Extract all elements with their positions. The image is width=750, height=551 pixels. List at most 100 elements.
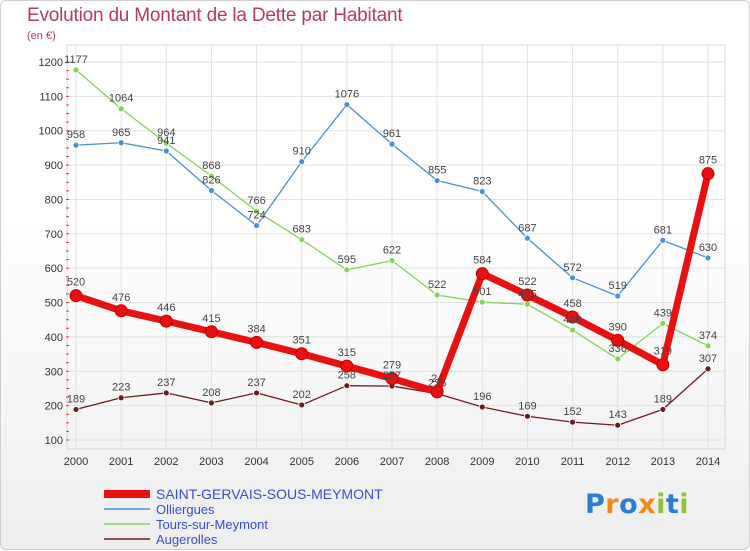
data-label: 687 xyxy=(518,222,536,234)
data-point xyxy=(162,139,170,147)
proxiti-logo: Proxiti xyxy=(585,489,689,520)
x-tick-label: 2011 xyxy=(561,456,585,468)
chart-title: Evolution du Montant de la Dette par Hab… xyxy=(27,5,403,26)
data-point xyxy=(524,412,531,420)
data-point xyxy=(388,140,396,148)
x-tick-label: 2012 xyxy=(605,456,629,468)
data-label: 374 xyxy=(699,330,717,342)
data-label: 24 xyxy=(431,373,443,385)
data-point xyxy=(520,288,534,302)
data-label: 855 xyxy=(428,165,446,177)
data-label: 595 xyxy=(338,254,356,266)
logo-letter: P xyxy=(585,489,606,520)
data-label: 351 xyxy=(293,335,311,347)
data-label: 237 xyxy=(157,377,175,389)
data-label: 237 xyxy=(247,377,265,389)
x-tick-label: 2004 xyxy=(244,456,268,468)
x-tick-label: 2014 xyxy=(696,456,720,468)
data-label: 519 xyxy=(609,280,627,292)
data-label: 964 xyxy=(157,127,175,139)
y-tick-label: 200 xyxy=(45,401,63,413)
data-point xyxy=(704,365,712,373)
logo-letter: i xyxy=(679,489,690,520)
data-label: 257 xyxy=(383,370,401,382)
data-point xyxy=(117,394,125,402)
data-label: 683 xyxy=(293,224,311,236)
data-point xyxy=(569,326,576,334)
x-tick-label: 2007 xyxy=(380,456,404,468)
data-point xyxy=(614,355,622,363)
data-label: 495 xyxy=(518,288,536,300)
y-tick-label: 600 xyxy=(45,263,63,275)
data-label: 319 xyxy=(654,346,672,358)
data-point xyxy=(569,274,576,282)
data-label: 384 xyxy=(247,323,265,335)
y-tick-label: 700 xyxy=(45,229,63,241)
x-tick-label: 2002 xyxy=(154,456,178,468)
data-point xyxy=(343,382,351,390)
data-label: 823 xyxy=(473,176,491,188)
data-point xyxy=(656,358,670,372)
logo-letter: o xyxy=(619,489,639,520)
data-label: 868 xyxy=(202,160,220,172)
data-point xyxy=(614,292,622,300)
data-point xyxy=(114,304,128,318)
data-point xyxy=(250,335,264,349)
data-label: 724 xyxy=(247,210,265,222)
data-label: 458 xyxy=(563,298,581,310)
data-point xyxy=(611,333,625,347)
data-label: 415 xyxy=(202,313,220,325)
legend-label: SAINT-GERVAIS-SOUS-MEYMONT xyxy=(156,486,383,502)
data-point xyxy=(340,359,354,373)
chart-unit: (en €) xyxy=(27,30,56,42)
x-tick-label: 2005 xyxy=(289,456,313,468)
data-label: 446 xyxy=(157,302,175,314)
data-label: 766 xyxy=(247,195,265,207)
data-point xyxy=(204,325,218,339)
legend-label: Augerolles xyxy=(156,532,218,547)
data-point xyxy=(430,385,444,399)
data-point xyxy=(253,389,260,397)
data-point xyxy=(659,406,667,413)
data-label: 826 xyxy=(202,175,220,187)
data-label: 958 xyxy=(67,129,85,141)
data-point xyxy=(208,172,215,180)
data-point xyxy=(253,207,260,215)
data-point xyxy=(117,105,125,113)
data-label: 681 xyxy=(654,224,672,236)
data-label: 520 xyxy=(67,277,85,289)
y-tick-label: 500 xyxy=(45,298,63,310)
data-point xyxy=(704,254,712,262)
data-point xyxy=(659,236,667,244)
data-label: 439 xyxy=(654,308,672,320)
data-point xyxy=(433,177,441,184)
x-tick-label: 2010 xyxy=(515,456,539,468)
data-label: 169 xyxy=(518,400,536,412)
data-point xyxy=(704,342,712,350)
data-label: 152 xyxy=(563,406,581,418)
data-label: 315 xyxy=(338,347,356,359)
y-tick-label: 400 xyxy=(45,332,63,344)
data-point xyxy=(69,289,83,303)
y-tick-label: 800 xyxy=(45,194,63,206)
data-point xyxy=(295,347,309,361)
data-label: 476 xyxy=(112,292,130,304)
data-point xyxy=(343,266,351,274)
data-label: 235 xyxy=(428,378,446,390)
data-point xyxy=(159,314,173,328)
y-tick-label: 100 xyxy=(45,435,63,447)
data-label: 1076 xyxy=(335,89,359,101)
data-label: 501 xyxy=(473,286,491,298)
data-point xyxy=(385,371,399,385)
y-tick-label: 900 xyxy=(45,160,63,172)
y-tick-label: 300 xyxy=(45,366,63,378)
data-point xyxy=(162,147,170,155)
data-point xyxy=(388,257,396,265)
data-label: 941 xyxy=(157,135,175,147)
data-label: 1177 xyxy=(64,54,88,66)
data-point xyxy=(72,66,80,74)
data-point xyxy=(614,421,622,429)
data-point xyxy=(566,310,580,324)
data-label: 307 xyxy=(699,353,717,365)
